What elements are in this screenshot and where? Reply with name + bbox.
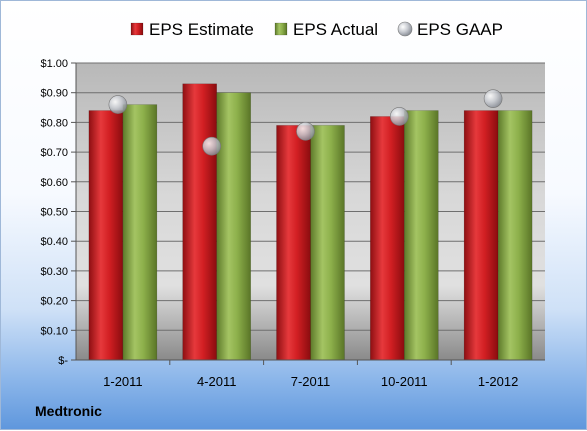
legend-label: EPS GAAP — [417, 20, 503, 39]
actual-bar — [310, 125, 345, 361]
gaap-marker — [108, 95, 128, 114]
actual-bar — [216, 92, 251, 361]
x-tick-label: 1-2012 — [478, 374, 518, 389]
legend-swatch-actual — [274, 22, 288, 36]
y-tick-label: $0.80 — [40, 117, 68, 129]
y-tick-label: $0.70 — [40, 147, 68, 159]
y-tick-label: $- — [58, 355, 68, 367]
y-tick-label: $0.90 — [40, 88, 68, 100]
estimate-bar — [370, 116, 405, 361]
y-tick-label: $0.10 — [40, 325, 68, 337]
legend-label: EPS Actual — [293, 20, 378, 39]
x-tick-label: 1-2011 — [103, 374, 143, 389]
estimate-bar — [182, 83, 217, 361]
gaap-marker — [202, 136, 221, 156]
estimate-bar — [463, 110, 499, 361]
actual-bar — [122, 104, 158, 361]
estimate-bar — [276, 125, 311, 361]
y-tick-label: $0.60 — [40, 177, 68, 189]
axes: $- $0.10 $0.20 $0.30 $0.40 $0.50 $0.60 $0.70 $0.… — [40, 58, 545, 389]
actual-bar — [404, 110, 439, 361]
legend-swatch-estimate — [130, 22, 144, 36]
y-tick-label: $0.30 — [40, 266, 68, 278]
bars — [88, 83, 533, 361]
legend-swatch-gaap — [397, 21, 413, 37]
gaap-markers — [108, 89, 503, 156]
company-name: Medtronic — [35, 403, 102, 419]
x-tick-label: 7-2011 — [291, 374, 331, 389]
gaap-marker — [389, 107, 409, 126]
y-tick-label: $1.00 — [40, 58, 68, 70]
gaap-marker — [483, 89, 503, 108]
chart-legend: EPS Estimate EPS Actual EPS GAAP — [130, 20, 503, 39]
y-tick-label: $0.40 — [40, 236, 68, 248]
y-tick-label: $0.20 — [40, 296, 68, 308]
legend-label: EPS Estimate — [149, 20, 254, 39]
y-tick-label: $0.50 — [40, 207, 68, 219]
gaap-marker — [296, 122, 315, 141]
x-tick-label: 10-2011 — [381, 374, 428, 389]
x-tick-label: 4-2011 — [197, 374, 237, 389]
estimate-bar — [88, 110, 124, 361]
actual-bar — [497, 110, 533, 361]
